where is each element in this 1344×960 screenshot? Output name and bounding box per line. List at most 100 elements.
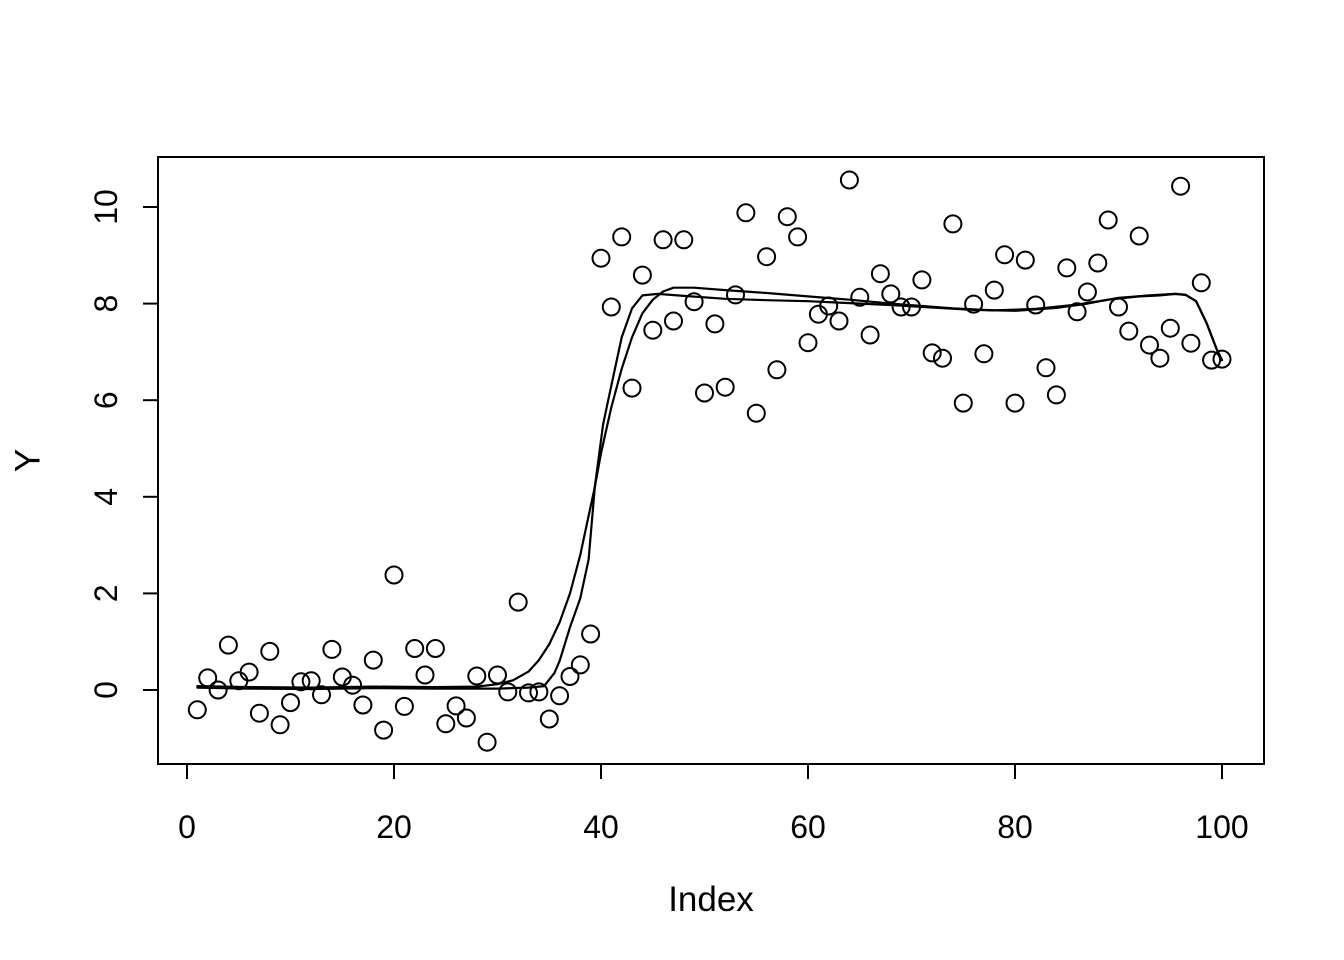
data-point xyxy=(839,170,859,190)
data-point xyxy=(622,378,642,398)
data-point xyxy=(312,685,331,705)
x-tick-label: 20 xyxy=(376,809,412,845)
data-point xyxy=(1067,302,1087,322)
data-point xyxy=(436,714,456,734)
data-point xyxy=(632,265,652,285)
data-point xyxy=(477,732,497,752)
data-point xyxy=(612,227,632,247)
data-point xyxy=(653,230,673,250)
data-point xyxy=(746,403,766,423)
data-point xyxy=(498,682,518,702)
data-point xyxy=(425,639,445,658)
data-point xyxy=(601,297,621,317)
x-tick-label: 60 xyxy=(790,809,826,845)
data-point xyxy=(881,284,901,304)
data-point xyxy=(995,245,1015,265)
data-point xyxy=(715,377,735,397)
y-tick-label: 4 xyxy=(88,488,124,506)
data-point xyxy=(270,715,290,735)
plot-border xyxy=(157,156,1265,765)
data-point xyxy=(643,320,663,340)
data-point xyxy=(343,675,363,695)
data-point xyxy=(1140,335,1159,355)
data-point xyxy=(239,662,259,682)
y-tick-label: 8 xyxy=(88,295,124,313)
data-point xyxy=(1057,258,1077,278)
data-point xyxy=(394,696,414,716)
data-point xyxy=(1191,273,1211,293)
data-point xyxy=(384,565,404,585)
data-point xyxy=(850,287,870,307)
data-point xyxy=(446,696,466,716)
x-tick-label: 0 xyxy=(178,809,196,845)
data-point xyxy=(456,708,476,728)
data-point xyxy=(964,294,984,314)
x-axis-title: Index xyxy=(668,880,754,919)
data-point xyxy=(1181,333,1201,353)
data-point xyxy=(218,635,238,655)
y-tick-label: 6 xyxy=(88,391,124,409)
data-point xyxy=(591,248,611,268)
data-point xyxy=(984,280,1004,300)
data-point xyxy=(757,247,777,267)
data-point xyxy=(405,639,425,658)
data-point xyxy=(1036,358,1056,378)
data-point xyxy=(736,203,756,223)
data-point xyxy=(467,666,487,686)
data-point xyxy=(1119,321,1139,341)
data-point xyxy=(684,292,704,312)
data-point xyxy=(291,672,311,692)
data-point xyxy=(860,325,880,345)
data-point xyxy=(529,682,549,702)
data-point xyxy=(922,343,942,363)
data-point xyxy=(1077,282,1097,302)
smooth-line-2 xyxy=(196,286,1224,689)
data-point xyxy=(798,333,818,353)
data-point xyxy=(1015,250,1035,270)
data-point xyxy=(767,360,787,380)
data-point xyxy=(1005,393,1025,413)
data-point xyxy=(363,650,383,670)
data-point xyxy=(208,680,228,700)
data-point xyxy=(1212,349,1232,369)
data-point xyxy=(1160,318,1180,338)
data-point xyxy=(1026,295,1046,315)
data-point xyxy=(1202,350,1222,370)
data-point xyxy=(933,348,952,368)
data-point xyxy=(674,230,694,250)
data-point xyxy=(1129,226,1149,246)
data-point xyxy=(260,641,280,661)
data-point xyxy=(570,655,590,675)
data-point xyxy=(1098,210,1118,230)
data-point xyxy=(1046,385,1066,405)
data-point xyxy=(788,227,808,247)
data-point xyxy=(415,665,435,685)
data-point xyxy=(560,667,580,686)
data-point xyxy=(664,311,683,331)
data-point xyxy=(581,624,601,644)
data-point xyxy=(508,592,528,612)
data-point xyxy=(943,214,963,234)
y-tick-label: 10 xyxy=(88,189,124,225)
data-point xyxy=(726,285,745,305)
data-point xyxy=(705,314,725,334)
data-point xyxy=(550,686,570,706)
data-point xyxy=(870,264,890,284)
y-tick-label: 2 xyxy=(88,585,124,603)
data-point xyxy=(281,693,300,713)
y-tick-label: 0 xyxy=(88,681,124,699)
data-point xyxy=(1150,348,1170,368)
data-point xyxy=(249,703,269,723)
y-axis-title: Y xyxy=(9,449,48,472)
data-point xyxy=(353,695,373,715)
data-point xyxy=(539,709,559,729)
data-point xyxy=(1171,176,1191,196)
data-point xyxy=(912,270,932,290)
data-point xyxy=(519,683,538,703)
x-tick-label: 40 xyxy=(583,809,619,845)
data-point xyxy=(974,344,994,364)
data-point xyxy=(322,639,342,659)
